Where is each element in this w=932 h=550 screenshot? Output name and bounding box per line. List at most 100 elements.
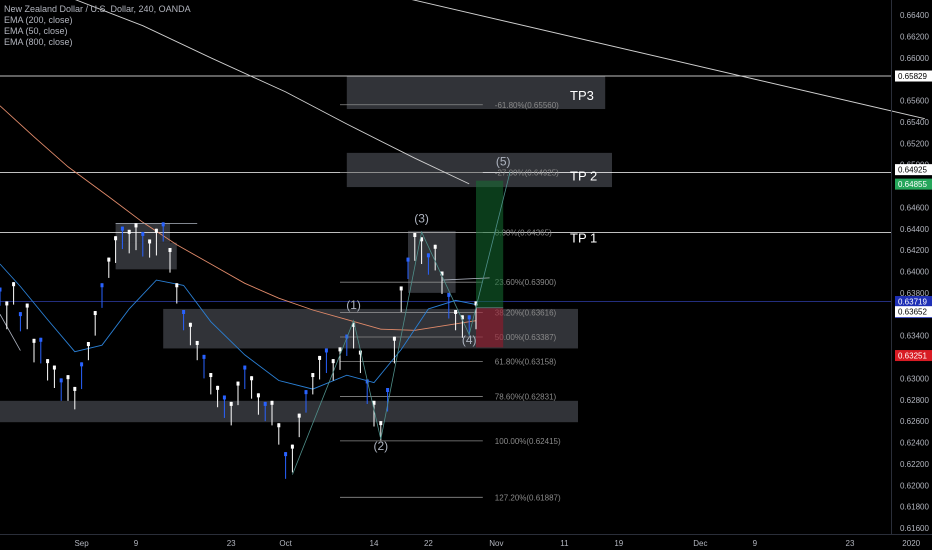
candle-body [229,401,233,406]
candle-body [311,373,315,378]
candle-body [120,226,124,231]
candle-body [270,400,274,405]
elliott-wave-path [292,172,511,475]
fib-level-label: 50.00%(0.63387) [495,333,557,342]
price-label-text: 0.63251 [898,352,927,361]
candle-body [114,236,118,241]
time-tick-label: Dec [693,539,707,548]
take-profit-label: TP3 [570,88,594,103]
candle-body [134,223,138,228]
zone-rect [346,75,606,110]
candle-body [188,322,192,327]
candle-body [161,222,165,227]
price-tick-label: 0.62800 [900,396,929,405]
candle-body [80,362,84,367]
candle-body [256,393,260,398]
price-label-background [895,178,932,190]
fib-level-label: 61.80%(0.63158) [495,357,557,366]
candle-body [290,444,294,449]
take-profit-label: TP 2 [570,168,597,183]
price-tick-label: 0.64000 [900,268,929,277]
candle-body [209,373,213,378]
time-tick-label: 2020 [902,539,920,548]
price-label-text: 0.63719 [898,298,927,307]
fib-level-label: -61.80%(0.65560) [495,101,559,110]
price-tick-label: 0.66400 [900,11,929,20]
take-profit-labels: TP3 TP 2 TP 1 [570,88,597,245]
candle-body [148,239,152,244]
position-profit-zone [476,180,504,308]
candle-body [426,253,430,258]
ema-50-legend[interactable]: EMA (50, close) [4,26,68,36]
fib-level-label: 78.60%(0.62831) [495,392,557,401]
wave-label: (2) [373,439,388,453]
candle-body [66,375,70,380]
ema-800-line [75,0,470,185]
wave-label: (5) [496,155,511,169]
time-tick-label: 14 [370,539,379,548]
candle-body [474,301,478,306]
price-tick-label: 0.65400 [900,118,929,127]
symbol-title[interactable]: New Zealand Dollar / U.S. Dollar, 240, O… [4,4,191,14]
zone-rect [163,308,578,349]
price-label-text: 0.64855 [898,180,927,189]
fib-level-label: 38.20%(0.63616) [495,309,557,318]
candle-body [399,286,403,291]
time-tick-label: 9 [753,539,758,548]
price-tick-label: 0.62200 [900,460,929,469]
candle-body [216,385,220,390]
supply-demand-zones [0,75,612,423]
candle-body [93,311,97,316]
zone-rect [0,400,578,423]
trend-segment [0,314,21,351]
price-label-background [895,296,932,308]
candle-body [59,378,63,383]
price-tick-label: 0.61800 [900,503,929,512]
candle-body [222,395,226,400]
candle-body [175,283,179,288]
candle-body [324,348,328,353]
candle-body [297,413,301,418]
price-tick-label: 0.63800 [900,289,929,298]
candle-body [338,347,342,352]
ema-800-legend[interactable]: EMA (800, close) [4,37,73,47]
ema-200-legend[interactable]: EMA (200, close) [4,15,73,25]
time-tick-label: 23 [846,539,855,548]
candle-body [352,322,356,327]
ema-lines [0,0,925,390]
candle-body [440,271,444,276]
candle-body [433,244,437,249]
time-tick-label: Sep [74,539,89,548]
candle-body [379,421,383,426]
time-tick-label: Oct [279,539,292,548]
price-tick-label: 0.64600 [900,203,929,212]
price-tick-label: 0.62400 [900,439,929,448]
candlestick-series [0,222,478,479]
price-tick-label: 0.66200 [900,32,929,41]
candle-body [454,309,458,314]
candle-body [182,309,186,314]
candle-body [18,312,22,317]
time-tick-label: 9 [134,539,139,548]
candle-body [32,338,36,343]
candle-body [202,354,206,359]
candle-body [358,350,362,355]
price-label-background [895,164,932,176]
candle-body [467,315,471,320]
candle-body [460,315,464,320]
fib-level-label: 127.20%(0.61887) [495,493,561,502]
time-axis[interactable]: Sep 9 23 Oct 14 22 Nov 11 19 Dec 9 23 2020 [74,539,920,548]
ema-800-projection-line [411,0,925,120]
price-tick-label: 0.62000 [900,481,929,490]
wave-label: (3) [414,211,429,225]
price-label-background [895,306,932,318]
fibonacci-retracement: -61.80%(0.65560) -27.00%(0.64925) 0.00%(0.… [340,101,561,502]
candle-body [25,303,29,308]
candle-body [372,400,376,405]
candle-body [331,359,335,364]
wave-projection-line [292,172,511,475]
price-axis[interactable]: 0.644000.642000.640000.638000.636000.634… [900,11,929,533]
zone-rect [115,242,177,270]
fib-level-label: -27.00%(0.64925) [495,169,559,178]
